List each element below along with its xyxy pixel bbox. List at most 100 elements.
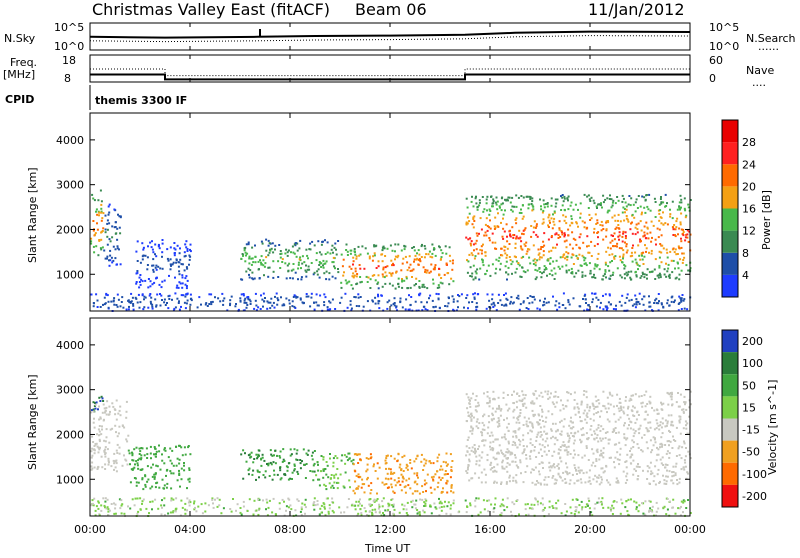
power-cell xyxy=(547,216,550,219)
power-cell xyxy=(354,296,357,299)
power-cell xyxy=(158,283,161,286)
power-cell xyxy=(119,215,122,218)
power-cell xyxy=(166,302,168,304)
power-cell xyxy=(479,217,482,220)
power-cell xyxy=(377,287,380,290)
power-cell xyxy=(489,274,492,277)
velocity-cell xyxy=(578,471,581,474)
velocity-cell xyxy=(602,447,605,450)
power-cell xyxy=(654,216,657,218)
velocity-cell xyxy=(641,405,644,408)
power-cell xyxy=(392,303,395,305)
velocity-cell xyxy=(413,460,416,463)
velocity-cell xyxy=(381,505,384,508)
velocity-cell xyxy=(366,463,369,466)
power-cell xyxy=(259,308,262,310)
power-cell xyxy=(604,269,607,272)
velocity-cell xyxy=(393,479,396,482)
velocity-cell xyxy=(370,489,373,491)
power-cell xyxy=(666,270,669,273)
power-cell xyxy=(104,214,107,217)
velocity-cell xyxy=(417,476,419,479)
power-cell xyxy=(512,234,515,237)
velocity-cell xyxy=(103,451,106,453)
velocity-cell xyxy=(654,441,657,444)
velocity-cell xyxy=(587,497,590,500)
power-cell xyxy=(143,298,145,301)
power-cell xyxy=(593,227,596,230)
power-cell xyxy=(494,272,497,275)
power-cell xyxy=(473,220,476,222)
power-cell xyxy=(637,222,640,225)
power-cell xyxy=(377,274,380,277)
velocity-cell xyxy=(609,483,612,486)
power-cell xyxy=(495,203,498,206)
velocity-cell xyxy=(507,422,510,425)
velocity-cell xyxy=(331,509,334,512)
velocity-cell xyxy=(637,475,640,477)
power-cell xyxy=(296,296,299,299)
velocity-cell xyxy=(320,504,323,507)
velocity-cell xyxy=(546,437,549,440)
power-cell xyxy=(334,308,337,310)
power-cell xyxy=(530,203,533,205)
velocity-cell xyxy=(390,477,393,480)
power-cell xyxy=(672,228,675,231)
power-cell xyxy=(401,286,404,289)
velocity-cell xyxy=(561,444,564,447)
velocity-cell xyxy=(470,419,473,422)
velocity-cell xyxy=(679,415,682,418)
velocity-cell xyxy=(133,448,136,451)
power-cell xyxy=(362,305,365,308)
velocity-cell xyxy=(266,463,268,465)
power-cell xyxy=(97,199,100,202)
velocity-cell xyxy=(232,498,234,500)
velocity-cell xyxy=(666,464,669,466)
velocity-cell xyxy=(97,507,100,510)
velocity-cell xyxy=(312,479,315,482)
velocity-cell xyxy=(507,430,510,432)
velocity-cell xyxy=(564,514,567,517)
power-cell xyxy=(558,267,561,270)
power-cell xyxy=(394,250,396,253)
velocity-cell xyxy=(422,491,425,493)
velocity-cell xyxy=(648,466,651,469)
power-cell xyxy=(296,249,299,252)
power-cell xyxy=(301,262,304,265)
power-cell xyxy=(273,306,276,309)
power-cell xyxy=(613,238,616,241)
velocity-cell xyxy=(532,469,535,471)
power-cell xyxy=(397,285,400,288)
velocity-cell xyxy=(163,484,166,487)
velocity-cell xyxy=(632,394,634,397)
velocity-cell xyxy=(506,448,509,451)
power-cell xyxy=(281,304,284,307)
power-cell xyxy=(636,231,639,234)
velocity-cell xyxy=(423,479,426,482)
velocity-cell xyxy=(256,469,259,472)
velocity-cell xyxy=(683,395,686,398)
power-cell xyxy=(607,265,610,268)
power-cell xyxy=(90,237,93,240)
power-cell xyxy=(390,259,393,262)
velocity-cell xyxy=(94,514,97,517)
power-cell xyxy=(243,249,246,252)
velocity-cell xyxy=(135,446,138,449)
velocity-cell xyxy=(138,453,141,455)
velocity-cell xyxy=(486,459,489,462)
velocity-cell xyxy=(683,459,686,462)
velocity-cell xyxy=(391,498,394,500)
velocity-cell xyxy=(467,436,470,439)
power-cell xyxy=(547,238,550,241)
nave-legend: .... xyxy=(752,76,766,89)
velocity-cell xyxy=(498,404,500,407)
power-cell xyxy=(561,204,564,207)
power-cell xyxy=(265,249,268,252)
power-cell xyxy=(492,198,495,201)
power-cell xyxy=(507,273,510,276)
velocity-cell xyxy=(555,430,558,433)
power-cell xyxy=(376,282,379,285)
velocity-cell xyxy=(630,398,633,401)
velocity-cell xyxy=(641,502,643,505)
power-cell xyxy=(641,258,644,261)
